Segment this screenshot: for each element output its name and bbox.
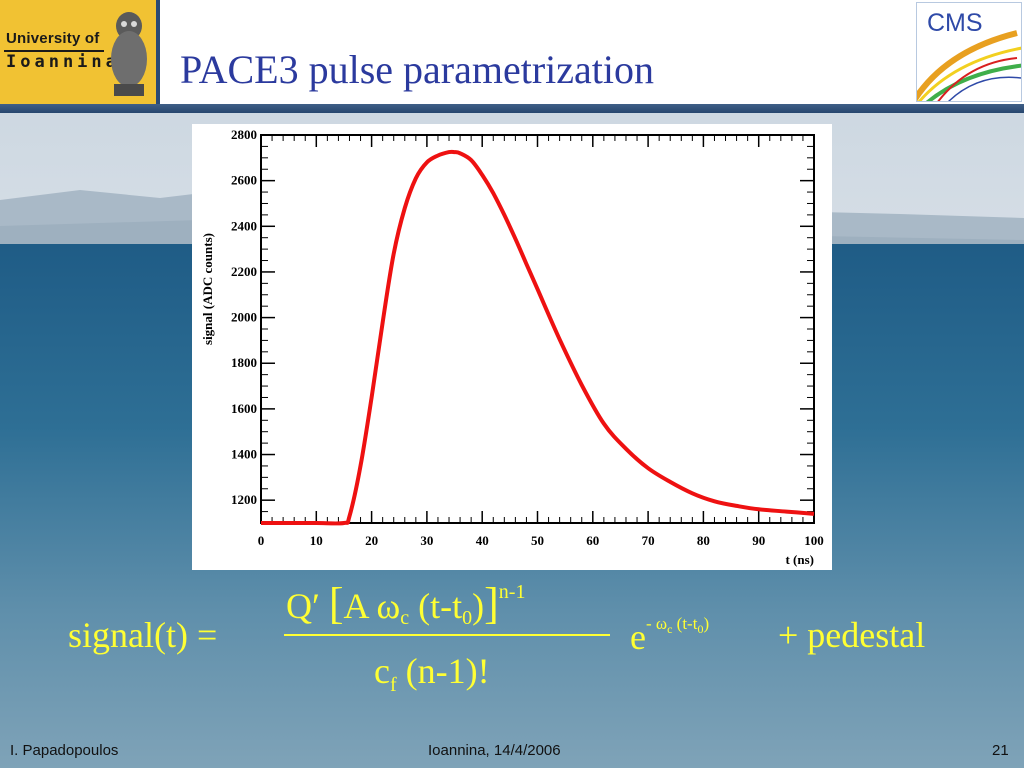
x-tick-label: 30 (420, 533, 433, 548)
y-tick-label: 1600 (231, 401, 257, 416)
header-rule (0, 104, 1024, 113)
x-tick-labels: 0 10 20 30 40 50 60 70 80 90 100 (258, 533, 824, 548)
y-tick-label: 2000 (231, 310, 257, 325)
formula-tail: + pedestal (778, 615, 926, 655)
y-tick-labels: 1200 1400 1600 1800 2000 2200 2400 2600 2800 (231, 127, 257, 507)
formula-sub-f: f (389, 674, 397, 696)
x-tick-label: 10 (310, 533, 323, 548)
logo-line1: University of (6, 30, 100, 47)
formula-cf: c (374, 651, 390, 691)
university-logo: University of Ioannina (0, 0, 160, 104)
footer-author: I. Papadopoulos (10, 742, 119, 759)
x-tick-label: 90 (752, 533, 765, 548)
formula-exp-sub-c: c (667, 622, 673, 636)
formula-denominator: cf (n-1)! (374, 650, 490, 697)
pulse-curve (260, 149, 815, 526)
logo-divider (4, 50, 104, 52)
x-tick-label: 50 (531, 533, 544, 548)
y-axis-label: signal (ADC counts) (200, 233, 215, 345)
cms-tracks-icon (917, 30, 1021, 101)
formula-exp-omega: - ω (645, 614, 668, 633)
x-axis-label: t (ns) (785, 552, 814, 567)
owl-statue-icon (111, 12, 147, 96)
x-tick-label: 100 (804, 533, 824, 548)
formula-n-factorial: (n-1)! (405, 651, 490, 691)
formula-exponential: e- ωc (t-t0) (630, 614, 709, 658)
cms-logo-text: CMS (927, 9, 983, 37)
x-tick-label: 40 (476, 533, 489, 548)
y-tick-label: 2800 (231, 127, 257, 142)
cms-logo: CMS (916, 2, 1022, 102)
fraction-bar (284, 634, 610, 636)
formula-close-paren: ) (472, 586, 485, 626)
formula-bracket-open: [ (328, 579, 344, 628)
formula-bracket-close: ] (484, 579, 499, 628)
slide-header (0, 0, 1024, 104)
footer-venue: Ioannina, 14/4/2006 (428, 742, 561, 759)
plot-frame (260, 134, 815, 524)
formula-sup-n1: n-1 (498, 581, 526, 603)
footer-page-number: 21 (992, 742, 1009, 759)
formula-numerator: Q′ [A ωc (t-t0)]n-1 (286, 578, 525, 630)
y-tick-label: 2200 (231, 264, 257, 279)
y-tick-label: 2600 (231, 173, 257, 188)
y-tick-label: 2400 (231, 218, 257, 233)
pulse-chart: 0 10 20 30 40 50 60 70 80 90 100 1200 1400 1600 1800 2… (200, 127, 824, 567)
y-tick-label: 1200 (231, 492, 257, 507)
chart-panel: 0 10 20 30 40 50 60 70 80 90 100 1200 1400 1600 1800 2… (192, 124, 832, 570)
formula-a-omega: A ω (343, 586, 401, 626)
formula-sub-c1: c (400, 607, 410, 629)
formula-exp-t: (t-t (676, 614, 698, 633)
formula-t: (t-t (418, 586, 463, 626)
x-tick-label: 70 (642, 533, 655, 548)
slide-title: PACE3 pulse parametrization (180, 47, 654, 92)
slide-footer: I. Papadopoulos Ioannina, 14/4/2006 21 (0, 736, 1024, 768)
x-tick-label: 60 (586, 533, 599, 548)
formula-q: Q′ (286, 586, 320, 626)
formula-sub-0a: 0 (462, 607, 473, 629)
x-tick-label: 80 (697, 533, 710, 548)
y-tick-label: 1800 (231, 355, 257, 370)
formula-exp-close: ) (703, 614, 710, 633)
formula-lhs: signal(t) = (68, 615, 218, 655)
x-tick-label: 0 (258, 533, 265, 548)
logo-line2: Ioannina (6, 52, 120, 72)
formula-e: e (630, 617, 646, 657)
x-tick-label: 20 (365, 533, 378, 548)
y-tick-label: 1400 (231, 447, 257, 462)
formula-exp-sub-0: 0 (697, 622, 704, 636)
